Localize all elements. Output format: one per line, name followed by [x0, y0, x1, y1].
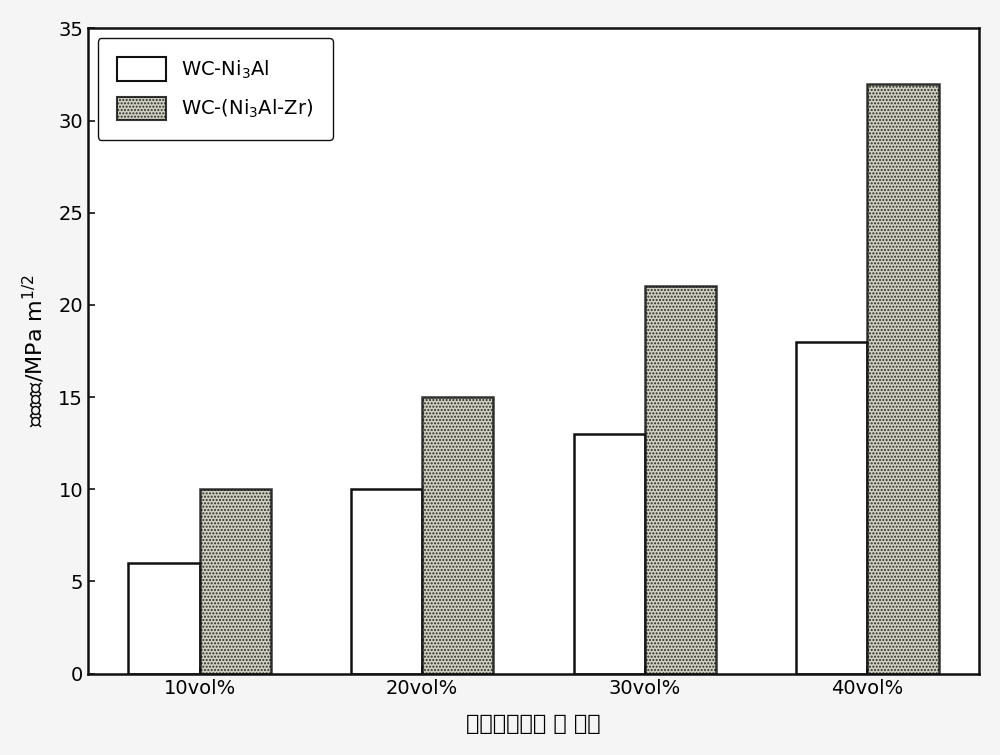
Bar	[351, 489, 422, 673]
Y-axis label: 断裂韧性/MPa m$^{1/2}$: 断裂韧性/MPa m$^{1/2}$	[21, 275, 47, 427]
Bar	[574, 434, 645, 673]
Bar	[200, 489, 271, 673]
Bar	[422, 397, 493, 673]
Bar	[796, 342, 867, 673]
Bar	[645, 286, 716, 673]
Legend: WC-Ni$_3$Al, WC-(Ni$_3$Al-Zr): WC-Ni$_3$Al, WC-(Ni$_3$Al-Zr)	[98, 38, 333, 140]
X-axis label: 粘结相体积百 分 含量: 粘结相体积百 分 含量	[466, 714, 601, 734]
Bar	[128, 563, 200, 673]
Bar	[867, 84, 939, 673]
